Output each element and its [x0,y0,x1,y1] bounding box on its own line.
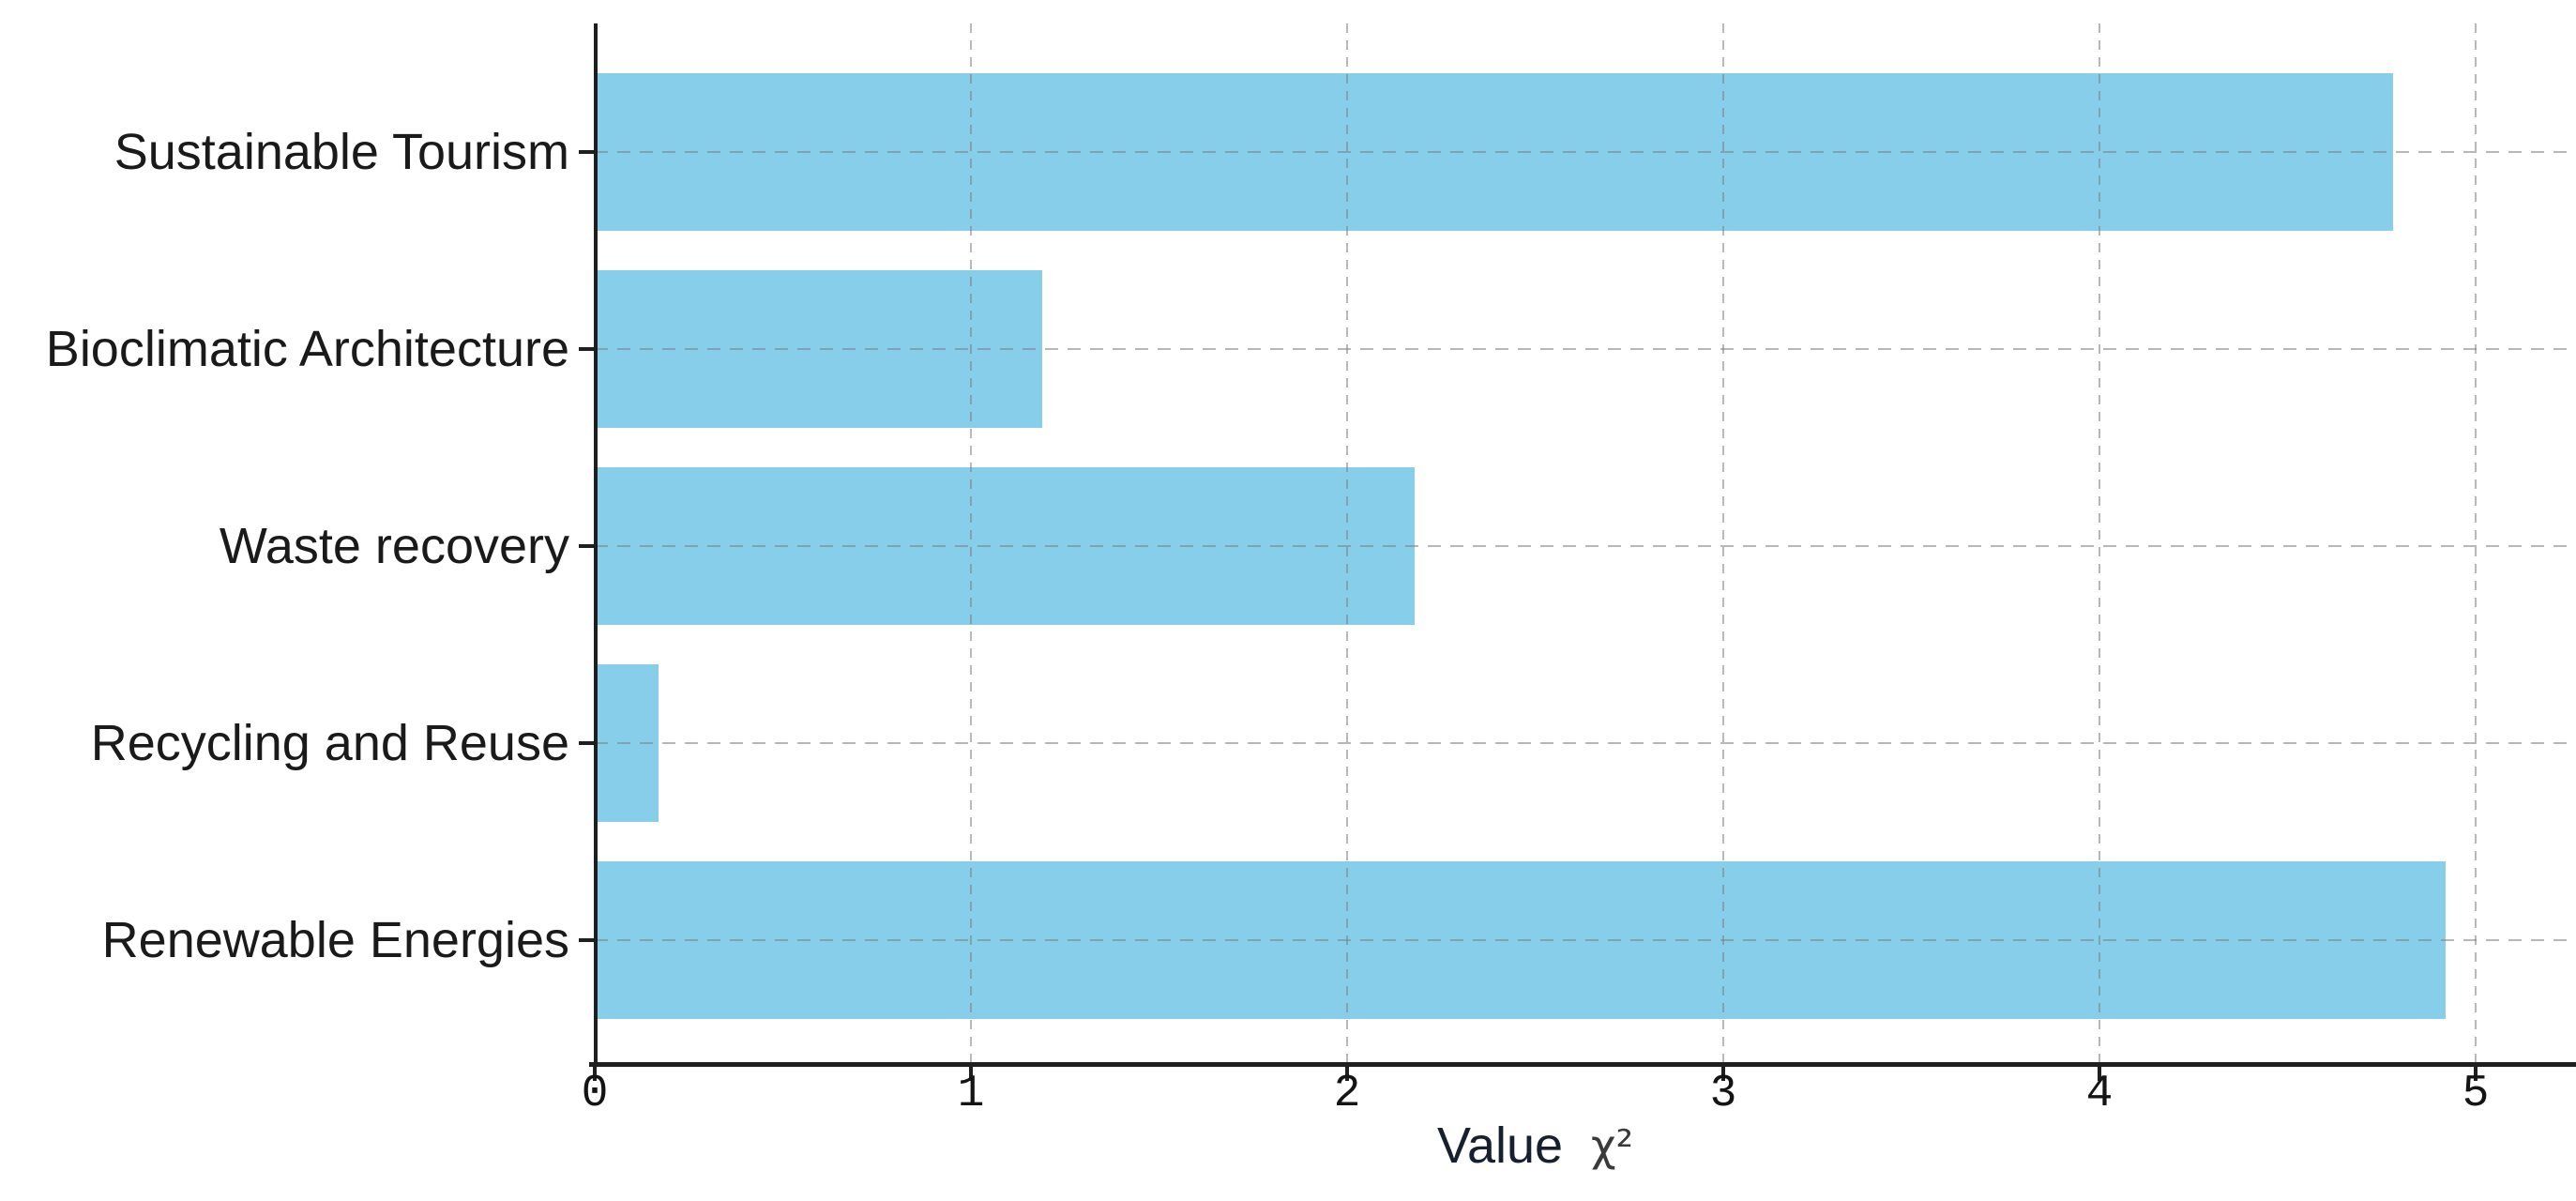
vertical-gridline [1346,23,1348,1062]
x-tick-label: 4 [2085,1069,2114,1119]
x-tick-label: 5 [2462,1069,2490,1119]
y-axis-tick [579,741,595,745]
vertical-gridline [970,23,972,1062]
y-axis-tick [579,347,595,351]
x-tick-label: 2 [1333,1069,1361,1119]
x-axis-title-text: Value [1436,1117,1564,1174]
x-axis-tick [969,1065,973,1081]
y-axis-tick [579,544,595,548]
horizontal-gridline [595,151,2576,153]
x-tick-label: 1 [957,1069,985,1119]
horizontal-gridline [595,348,2576,350]
x-axis-line [589,1062,2576,1067]
vertical-gridline [2475,23,2477,1062]
x-axis-tick [2098,1065,2101,1081]
vertical-gridline [1722,23,1724,1062]
horizontal-gridline [595,545,2576,547]
category-label: Recycling and Reuse [90,715,569,771]
category-label: Renewable Energies [101,912,569,968]
chi-squared-symbol: χ² [1591,1120,1634,1171]
category-label: Waste recovery [219,518,569,574]
y-axis-line [594,23,598,1066]
x-axis-tick [1721,1065,1725,1081]
horizontal-gridline [595,742,2576,744]
category-label: Sustainable Tourism [114,124,569,180]
x-axis-tick [2474,1065,2478,1081]
x-tick-label: 0 [581,1069,609,1119]
y-axis-tick [579,938,595,942]
category-label: Bioclimatic Architecture [45,321,569,377]
x-axis-tick [593,1065,597,1081]
x-axis-tick [1345,1065,1349,1081]
x-tick-label: 3 [1709,1069,1737,1119]
horizontal-gridline [595,939,2576,941]
y-axis-tick [579,150,595,154]
vertical-gridline [2099,23,2100,1062]
x-axis-title: Value χ² [595,1117,2476,1175]
